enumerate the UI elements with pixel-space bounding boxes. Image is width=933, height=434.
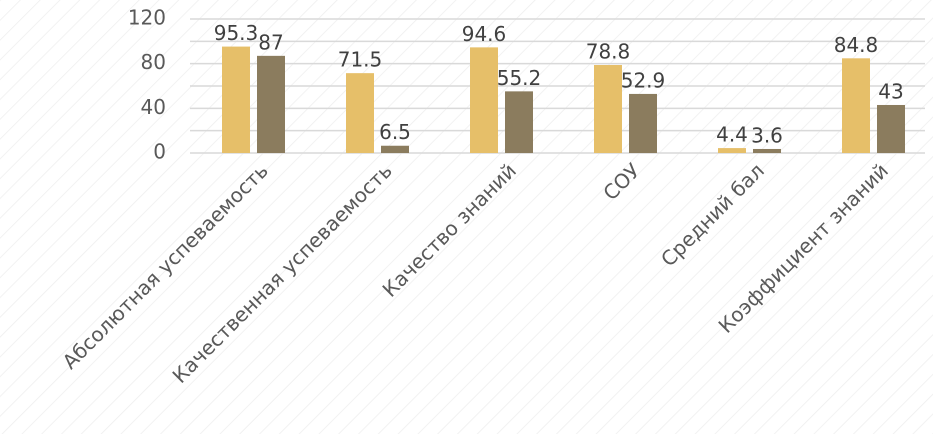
value-label: 43 [878, 79, 903, 103]
value-label: 95.3 [214, 21, 259, 45]
value-label: 87 [258, 30, 283, 54]
value-label: 52.9 [621, 68, 666, 92]
value-label: 3.6 [751, 123, 783, 147]
bar [505, 91, 533, 153]
y-tick-label: 120 [128, 6, 166, 30]
y-tick-label: 0 [153, 140, 166, 164]
bar [842, 58, 870, 153]
bar [470, 47, 498, 153]
value-label: 6.5 [379, 120, 411, 144]
bar [381, 145, 409, 153]
value-label: 84.8 [834, 33, 879, 57]
value-label: 78.8 [586, 40, 631, 64]
bar [718, 148, 746, 153]
bar [594, 65, 622, 153]
bar [629, 93, 657, 153]
bar [753, 148, 781, 153]
value-label: 55.2 [497, 66, 542, 90]
bar [346, 73, 374, 153]
bar [257, 55, 285, 153]
y-tick-label: 80 [141, 50, 166, 74]
value-label: 4.4 [716, 123, 748, 147]
value-label: 94.6 [462, 22, 507, 46]
bar [222, 46, 250, 153]
value-label: 71.5 [338, 48, 383, 72]
bar [877, 104, 905, 153]
y-tick-label: 40 [141, 95, 166, 119]
